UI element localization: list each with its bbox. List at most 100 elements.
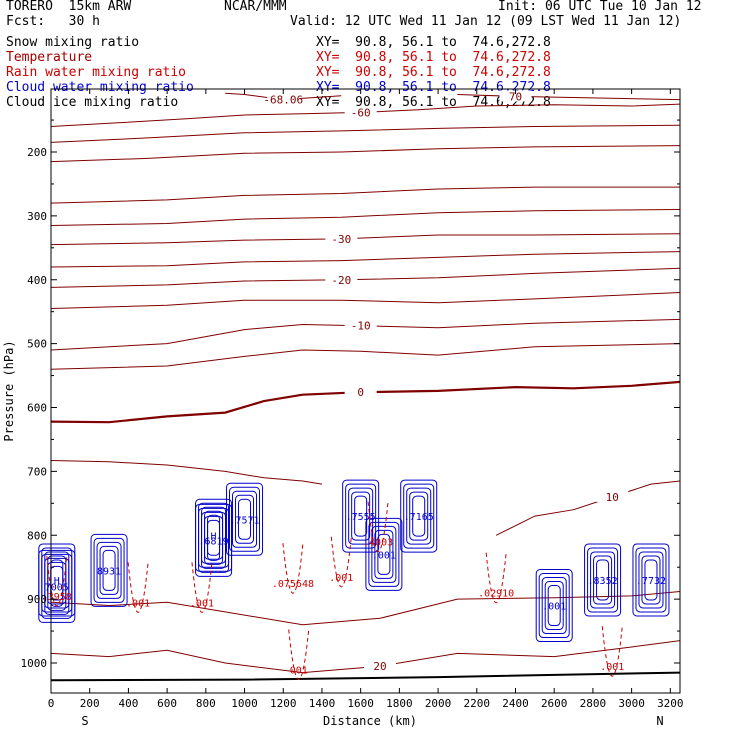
rain-contour [127, 562, 149, 613]
cloud-contour [403, 483, 435, 549]
isotherm-label--20: -20 [331, 274, 351, 287]
isotherm-5 [50, 460, 323, 485]
isotherm--70 [457, 94, 681, 101]
rain-label: .001 [126, 598, 150, 609]
isotherm-label--30: -30 [331, 233, 351, 246]
axes: 0 200 400 600 800 1000 1200 1400 1600 1800 2000 220… [21, 89, 684, 710]
rain-label: .4003 [363, 538, 393, 549]
cloud-contour [96, 541, 122, 599]
model-title: TORERO 15km ARW [6, 0, 132, 14]
isotherm-label-bg [267, 93, 300, 105]
cloud-label: H [211, 531, 217, 542]
cloud-contour [41, 553, 73, 619]
isotherm-label-bg [344, 319, 377, 331]
cloud-contour [229, 486, 261, 552]
valid-time: Valid: 12 UTC Wed 11 Jan 12 (09 LST Wed … [290, 14, 682, 29]
x-tick-label-1400: 1400 [309, 697, 336, 710]
cloud-contour [235, 494, 255, 544]
cloud-label: .6819 [199, 536, 229, 547]
x-tick-label-2000: 2000 [425, 697, 452, 710]
ground-line [50, 671, 681, 682]
cloud-contour [412, 495, 426, 537]
isotherm-label-20: 20 [373, 660, 386, 673]
cloud-contour [47, 561, 67, 611]
y-tick-label-500: 500 [27, 338, 47, 351]
cloud-contour [238, 498, 252, 540]
x-tick-label-1800: 1800 [386, 697, 413, 710]
rain-label: .075648 [272, 579, 314, 590]
isotherm-20 [50, 640, 681, 674]
cloud-contour [44, 557, 70, 615]
isotherm-label-bg [344, 106, 377, 118]
isotherm-label-bg [499, 90, 532, 102]
x-tick-label-3000: 3000 [618, 697, 645, 710]
cloud-contour [587, 547, 619, 613]
plot-frame [50, 88, 681, 694]
isotherm-label-bg [364, 660, 397, 672]
isotherm-15 [50, 591, 681, 626]
isotherm-label-bg [325, 273, 358, 285]
legend-cloud-water-xy: XY= 90.8, 56.1 to 74.6,272.8 [316, 80, 551, 95]
isotherm--5 [50, 343, 681, 370]
rain-label: .001 [329, 573, 353, 584]
cloud-contour [638, 551, 664, 609]
cloud-label: .7165 [404, 512, 434, 523]
isotherm-0 [50, 380, 681, 424]
cloud-contour [400, 479, 438, 553]
rain-label: 001 [290, 665, 308, 676]
rain-water-contours [46, 501, 623, 680]
rain-contour [601, 626, 623, 677]
legend-temperature-xy: XY= 90.8, 56.1 to 74.6,272.8 [316, 50, 551, 65]
legend-cloud-water: Cloud water mixing ratio [6, 80, 194, 95]
center-title: NCAR/MMM [224, 0, 287, 14]
cloud-contour [204, 515, 224, 565]
forecast-hour: Fcst: 30 h [6, 14, 100, 29]
legend-snow-xy: XY= 90.8, 56.1 to 74.6,272.8 [316, 35, 551, 50]
cloud-contour [201, 511, 227, 569]
cloud-label: .7732 [636, 576, 666, 587]
cloud-contour [198, 507, 230, 573]
cloud-contour [348, 487, 374, 545]
cloud-water-contours [38, 479, 670, 643]
x-tick-label-2400: 2400 [502, 697, 529, 710]
cloud-contour [635, 547, 667, 613]
cloud-contour [365, 517, 403, 591]
isotherm--68 [225, 92, 342, 101]
cloud-contour [374, 529, 394, 579]
isotherm-label-bg [325, 232, 358, 244]
cloud-label: H [54, 576, 60, 587]
x-tick-label-400: 400 [118, 697, 138, 710]
cloud-label: .7555 [346, 512, 376, 523]
rain-label: .02910 [478, 589, 514, 600]
cloud-contour [409, 491, 429, 541]
isotherm-label-0: 0 [357, 386, 364, 399]
legend-rain-xy: XY= 90.8, 56.1 to 74.6,272.8 [316, 65, 551, 80]
y-tick-label-600: 600 [27, 402, 47, 415]
isotherm--10 [50, 318, 681, 351]
rain-contour [288, 629, 310, 680]
rain-contour [330, 536, 352, 588]
y-axis-label: Pressure (hPa) [2, 340, 16, 441]
isotherm-label--68: -68.06 [263, 94, 303, 107]
isotherm--50 [50, 124, 681, 143]
cloud-contour [345, 483, 377, 549]
cloud-contour [207, 519, 221, 561]
y-tick-label-900: 900 [27, 593, 47, 606]
y-tick-label-200: 200 [27, 146, 47, 159]
cloud-contour [541, 577, 567, 635]
rain-contour [367, 501, 389, 553]
cloud-contour [226, 482, 264, 556]
rain-contour [485, 552, 507, 604]
cloud-contour [232, 490, 258, 548]
y-tick-label-700: 700 [27, 465, 47, 478]
cloud-contour [538, 573, 570, 639]
isotherm-label--70: 70 [509, 90, 522, 103]
x-tick-label-2600: 2600 [541, 697, 568, 710]
cloud-contour [342, 479, 380, 553]
cloud-contour [99, 545, 119, 595]
cloud-contour [590, 551, 616, 609]
cloud-label: 8931 [97, 566, 121, 577]
legend-snow: Snow mixing ratio [6, 35, 140, 50]
rain-label: .001 [600, 662, 624, 673]
